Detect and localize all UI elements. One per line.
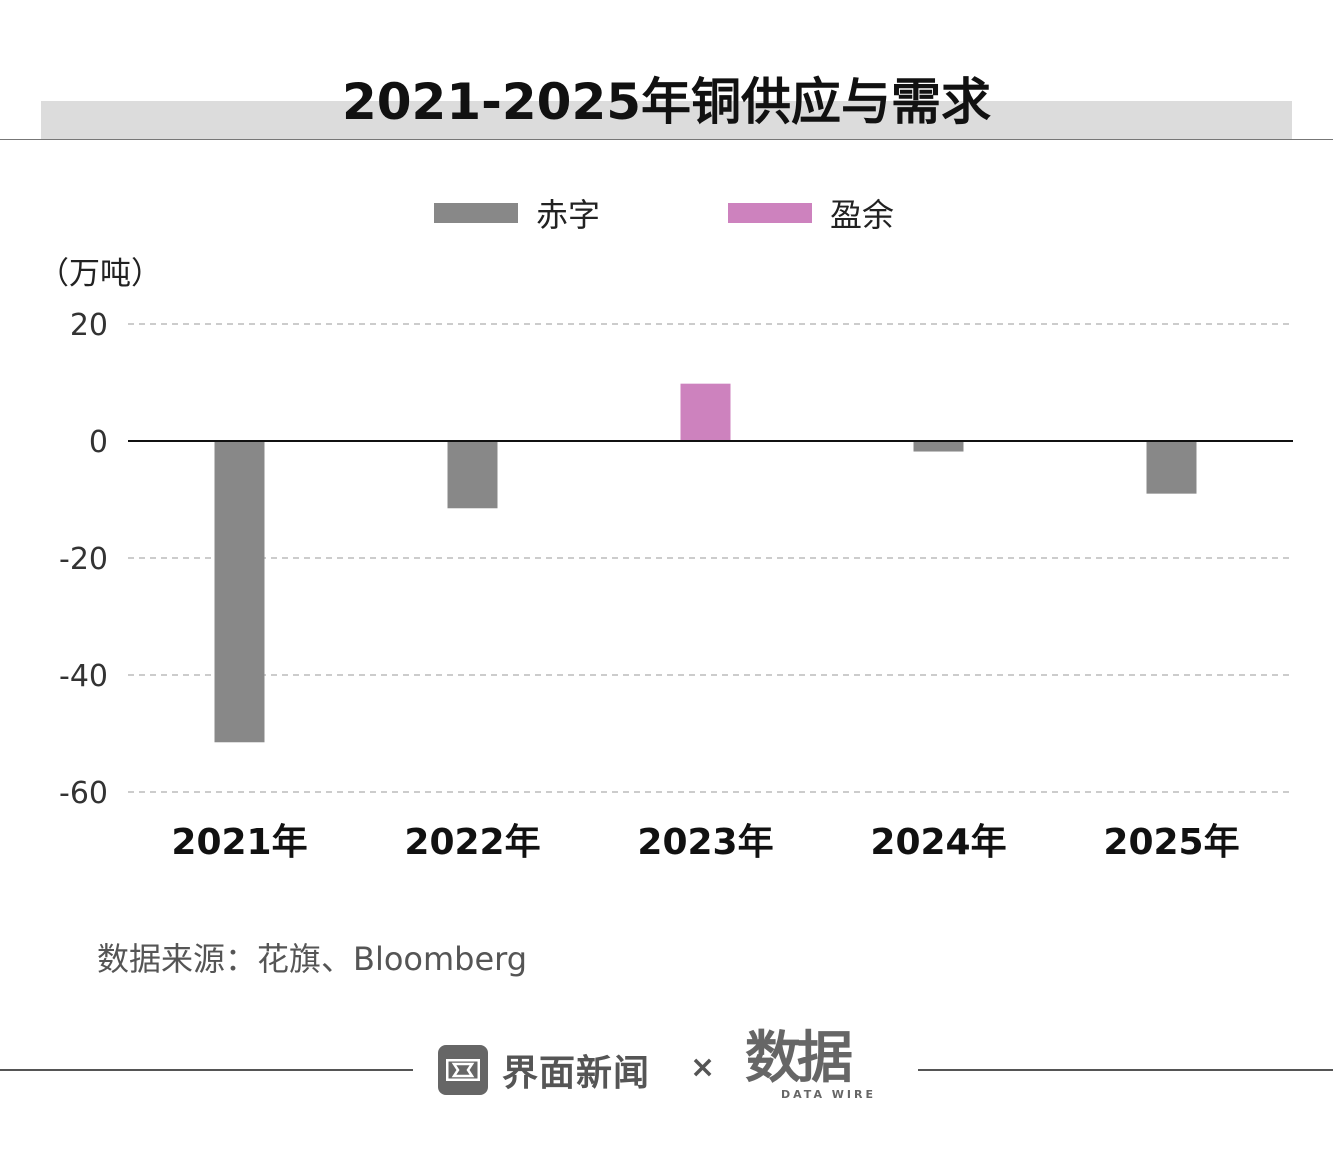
- legend-swatch-deficit: [434, 203, 518, 223]
- y-tick-label: 0: [89, 425, 108, 460]
- legend: 赤字 盈余: [0, 190, 1333, 234]
- legend-item-deficit: 赤字: [434, 190, 600, 236]
- footer-rule-left: [0, 1069, 413, 1071]
- footer-rule-right: [918, 1069, 1333, 1071]
- brand-logo-icon: [438, 1045, 488, 1095]
- x-tick-label: 2021年: [171, 822, 307, 863]
- legend-label-surplus: 盈余: [830, 196, 895, 234]
- x-tick-label: 2024年: [870, 822, 1006, 863]
- bar: [447, 441, 498, 509]
- bar-chart: 20 0 -20 -40 -60 2021年 2022年 2023年 2024年 2025年: [59, 308, 1293, 863]
- footer-brand: 界面新闻: [438, 1044, 650, 1096]
- data-wire-logo-sub: DATA WIRE: [781, 1088, 876, 1101]
- data-wire-logo-text: 数据: [745, 1026, 853, 1091]
- bar: [1146, 441, 1197, 494]
- legend-swatch-surplus: [728, 203, 812, 223]
- brand-name: 界面新闻: [502, 1053, 651, 1094]
- y-axis-unit: （万吨）: [38, 256, 162, 292]
- title-rule: [0, 139, 1333, 140]
- source-note: 数据来源：花旗、Bloomberg: [97, 940, 528, 978]
- x-tick-label: 2025年: [1103, 822, 1239, 863]
- data-wire-logo: 数据 DATA WIRE: [745, 1024, 876, 1101]
- x-tick-label: 2023年: [637, 822, 773, 863]
- bar: [214, 441, 265, 743]
- x-tick-label: 2022年: [404, 822, 540, 863]
- legend-label-deficit: 赤字: [536, 196, 601, 234]
- bar: [680, 383, 731, 441]
- y-tick-label: -60: [59, 776, 108, 811]
- bar: [913, 441, 964, 452]
- times-symbol: ×: [690, 1050, 716, 1085]
- y-tick-label: -40: [59, 659, 108, 694]
- y-tick-label: 20: [70, 308, 108, 343]
- y-tick-label: -20: [59, 542, 108, 577]
- legend-item-surplus: 盈余: [728, 190, 894, 236]
- title-band: [41, 101, 1292, 139]
- chart-title: 2021-2025年铜供应与需求: [341, 73, 992, 131]
